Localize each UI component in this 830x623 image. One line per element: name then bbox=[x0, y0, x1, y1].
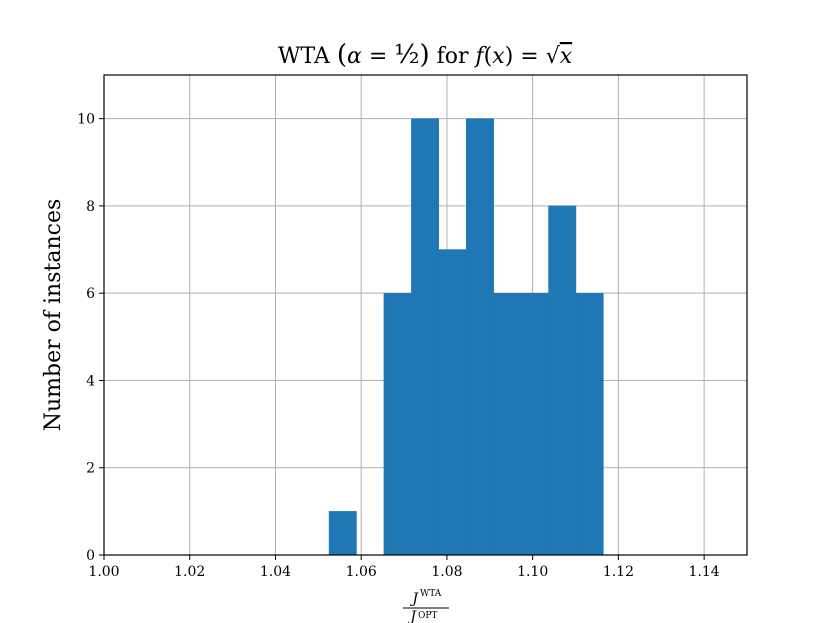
histogram-bar bbox=[548, 205, 577, 556]
x-tick-label: 1.04 bbox=[260, 564, 291, 580]
x-tick-label: 1.14 bbox=[689, 564, 720, 580]
y-tick-label: 0 bbox=[86, 548, 95, 564]
y-tick-label: 8 bbox=[86, 199, 95, 215]
x-tick-label: 1.02 bbox=[174, 564, 205, 580]
histogram-bars bbox=[328, 118, 604, 556]
histogram-bar bbox=[411, 118, 440, 556]
x-tick-label: 1.00 bbox=[88, 564, 119, 580]
x-tick-label: 1.12 bbox=[603, 564, 634, 580]
chart-title: WTA (α = ½) for f(x) = √x bbox=[278, 40, 573, 70]
svg-text:OPT: OPT bbox=[418, 611, 437, 621]
svg-text:WTA: WTA bbox=[420, 589, 442, 599]
svg-text:J: J bbox=[407, 609, 417, 623]
x-label-denominator: J bbox=[407, 609, 417, 623]
y-tick-label: 10 bbox=[77, 112, 95, 128]
axes-frame bbox=[103, 74, 748, 556]
histogram-bar bbox=[465, 118, 494, 556]
histogram-bar bbox=[328, 511, 357, 556]
x-axis-label: J WTA J OPT bbox=[403, 589, 449, 623]
y-tick-label: 2 bbox=[86, 461, 95, 477]
x-label-numerator: J bbox=[409, 591, 419, 607]
histogram-bar bbox=[575, 292, 604, 556]
histogram-bar bbox=[438, 249, 467, 556]
y-tick-label: 6 bbox=[86, 286, 95, 302]
y-axis-ticks: 0 2 4 6 8 10 bbox=[77, 112, 104, 564]
x-label-denominator-sup: OPT bbox=[418, 611, 437, 621]
y-tick-label: 4 bbox=[86, 373, 95, 389]
x-label-numerator-sup: WTA bbox=[420, 589, 442, 599]
x-axis-ticks: 1.00 1.02 1.04 1.06 1.08 1.10 1.12 1.14 bbox=[88, 555, 720, 580]
x-tick-label: 1.06 bbox=[346, 564, 377, 580]
y-axis-label: Number of instances bbox=[41, 199, 66, 432]
histogram-bar bbox=[493, 292, 522, 556]
histogram-bar bbox=[520, 292, 549, 556]
x-tick-label: 1.08 bbox=[431, 564, 462, 580]
svg-text:J: J bbox=[409, 591, 419, 607]
histogram-bar bbox=[383, 292, 412, 556]
x-tick-label: 1.10 bbox=[517, 564, 548, 580]
